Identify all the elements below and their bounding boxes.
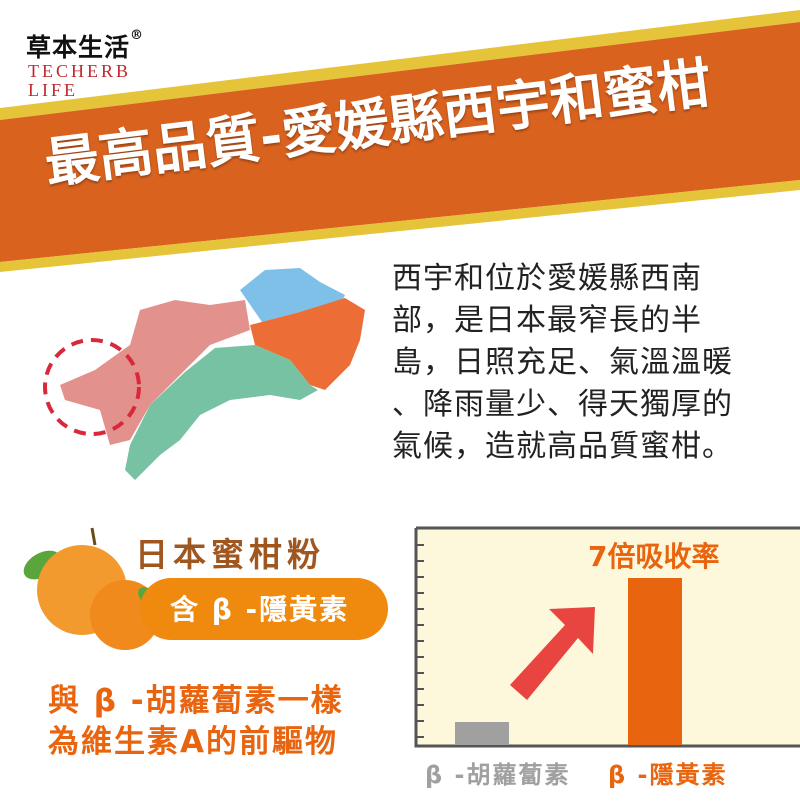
description-line: 島，日照充足、氣溫溫暖 — [392, 345, 733, 380]
logo-english-line1: TECHERB — [28, 61, 132, 81]
logo-english-line2: LIFE — [28, 80, 78, 100]
registered-mark: ® — [130, 28, 145, 43]
up-arrow — [510, 607, 595, 700]
x-label-beta-cryptoxanthin: β -隱黃素 — [608, 761, 728, 789]
map-region-pink — [60, 300, 250, 445]
map-region-green — [125, 345, 318, 480]
description-line: 氣候，造就高品質蜜柑。 — [392, 429, 733, 464]
map-region-orange — [250, 298, 365, 390]
description-line: 、降雨量少、得天獨厚的 — [392, 387, 733, 422]
highlight-circle — [43, 338, 141, 436]
bar-annotation: 7倍吸收率 — [588, 540, 720, 573]
benefit-line-1: 與 β -胡蘿蔔素一樣 — [48, 683, 344, 719]
shikoku-map — [43, 268, 365, 480]
description-line: 部，是日本最窄長的半 — [392, 303, 702, 338]
logo-chinese: 草本生活 — [26, 33, 131, 62]
bar-chart — [414, 526, 800, 748]
bar-beta-carotene — [455, 722, 509, 745]
logo-english: TECHERB LIFE — [28, 62, 131, 100]
description-line: 西宇和位於愛媛縣西南 — [392, 261, 702, 296]
bar-beta-cryptoxanthin — [628, 578, 682, 745]
logo: 草本生活® — [26, 28, 144, 64]
description: 西宇和位於愛媛縣西南 部，是日本最窄長的半 島，日照充足、氣溫溫暖 、降雨量少、… — [392, 258, 772, 468]
x-label-beta-carotene: β -胡蘿蔔素 — [425, 761, 571, 789]
benefit-line-2: 為維生素A的前驅物 — [48, 724, 338, 760]
product-title: 日本蜜柑粉 — [135, 535, 325, 574]
ingredient-badge: 含 β -隱黃素 — [140, 578, 388, 640]
